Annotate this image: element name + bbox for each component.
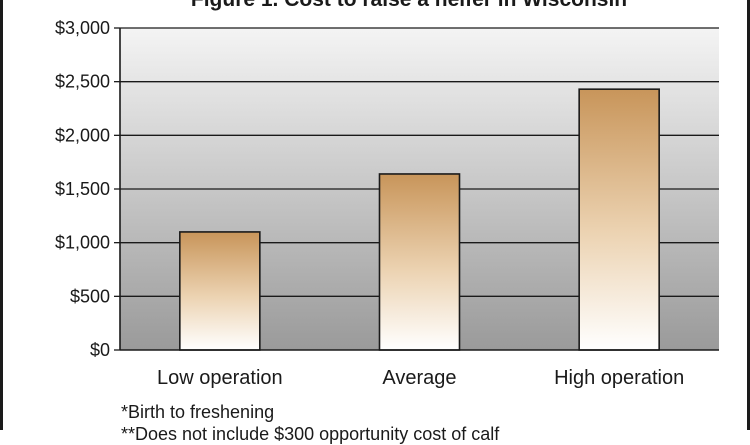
bar-average <box>378 173 461 351</box>
x-category-label: Average <box>382 367 456 389</box>
x-category-label: Low operation <box>157 367 283 389</box>
chart-title: Figure 1. Cost to raise a heifer in Wisc… <box>191 0 627 11</box>
footnote-birth-to-freshening: *Birth to freshening <box>121 402 275 422</box>
tick-labels: $0 $500 $1,000 $1,500 $2,000 $2,500 $3,000 Low … <box>55 18 684 389</box>
axes <box>114 27 719 351</box>
y-tick-label: $2,500 <box>55 72 110 92</box>
bar-chart: Figure 1. Cost to raise a heifer in Wisc… <box>55 0 719 389</box>
y-tick-label: $500 <box>70 286 110 306</box>
x-category-label: High operation <box>554 367 684 389</box>
y-tick-label: $0 <box>90 340 110 360</box>
y-tick-label: $1,000 <box>55 233 110 253</box>
bar-low-operation <box>179 231 261 351</box>
y-tick-label: $2,000 <box>55 125 110 145</box>
bar-high-operation <box>578 88 660 351</box>
y-tick-label: $1,500 <box>55 179 110 199</box>
y-tick-label: $3,000 <box>55 18 110 38</box>
footnote-opportunity-cost: **Does not include $300 opportunity cost… <box>121 424 500 444</box>
bars <box>179 88 660 351</box>
